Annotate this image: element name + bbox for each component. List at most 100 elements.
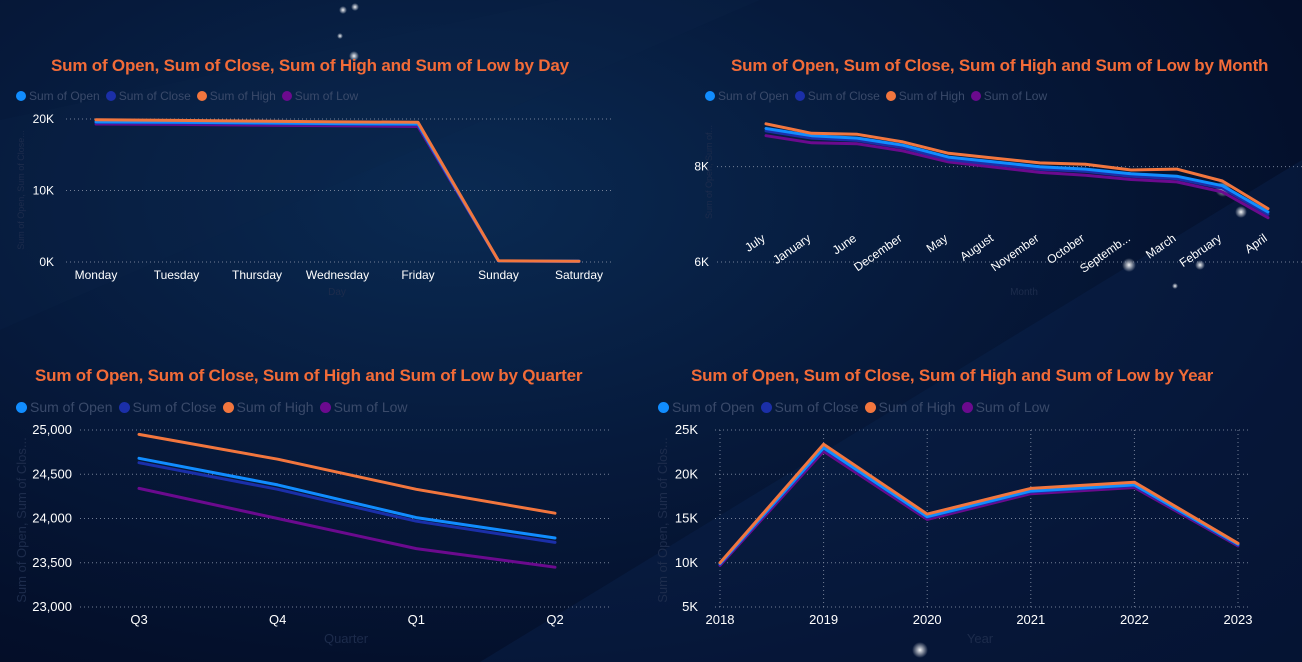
legend-dot-icon <box>658 401 669 413</box>
legend-label: Sum of Close <box>807 89 880 103</box>
legend-dot-icon <box>281 91 292 101</box>
series-line-high <box>764 122 1270 211</box>
series-line-open <box>764 127 1270 214</box>
x-tick-label: June <box>830 231 860 258</box>
y-tick-label: 24,000 <box>32 511 72 526</box>
legend-item-low[interactable]: Sum of Low <box>961 399 1050 415</box>
series-line-high <box>137 432 557 515</box>
chart-by-month: Sum of Open, Sum of Close, Sum of High a… <box>651 0 1302 330</box>
chart-legend: Sum of Open Sum of Close Sum of High Sum… <box>705 89 1053 103</box>
x-tick-label: December <box>851 231 904 274</box>
legend-item-close[interactable]: Sum of Close <box>760 399 859 415</box>
series-line-low <box>718 449 1240 567</box>
legend-dot-icon <box>105 91 116 101</box>
sparkle-decoration <box>1172 283 1178 289</box>
sparkle-decoration <box>339 6 347 14</box>
sparkle-decoration <box>912 642 928 658</box>
sparkle-decoration <box>1235 206 1247 218</box>
x-tick-label: Q4 <box>269 612 286 627</box>
y-tick-label: 23,000 <box>32 599 72 614</box>
legend-dot-icon <box>16 401 27 413</box>
legend-item-low[interactable]: Sum of Low <box>970 89 1047 103</box>
legend-label: Sum of Low <box>294 89 359 103</box>
legend-item-low[interactable]: Sum of Low <box>281 89 359 103</box>
chart-title: Sum of Open, Sum of Close, Sum of High a… <box>731 56 1269 75</box>
sparkle-decoration <box>351 3 359 11</box>
x-tick-label: January <box>770 231 813 267</box>
series-line-low <box>94 122 581 263</box>
chart-title: Sum of Open, Sum of Close, Sum of High a… <box>691 366 1214 385</box>
legend-item-open[interactable]: Sum of Open <box>705 89 789 103</box>
legend-item-high[interactable]: Sum of High <box>885 89 965 103</box>
legend-label: Sum of High <box>236 399 314 415</box>
legend-label: Sum of Open <box>718 89 789 103</box>
sparkle-decoration <box>1195 260 1205 270</box>
sparkle-decoration <box>337 33 343 39</box>
legend-dot-icon <box>16 91 26 101</box>
y-tick-label: 23,500 <box>32 555 72 570</box>
legend-dot-icon <box>864 401 876 413</box>
sparkle-decoration <box>349 51 359 61</box>
legend-item-close[interactable]: Sum of Close <box>794 89 880 103</box>
legend-item-close[interactable]: Sum of Close <box>118 399 217 415</box>
y-axis-title: Sum of Open, Sum of Clos... <box>655 437 670 602</box>
x-tick-label: Q3 <box>130 612 147 627</box>
x-axis-title: Quarter <box>324 631 369 646</box>
legend-label: Sum of Close <box>118 89 191 103</box>
x-tick-label: 2019 <box>809 612 838 627</box>
series-line-open <box>718 446 1240 566</box>
x-tick-label: 2020 <box>913 612 942 627</box>
y-tick-label: 20K <box>33 112 54 126</box>
x-tick-label: April <box>1242 231 1270 256</box>
legend-label: Sum of Open <box>30 399 113 415</box>
legend-label: Sum of Open <box>672 399 755 415</box>
x-tick-label: July <box>742 231 768 255</box>
chart-legend: Sum of Open Sum of Close Sum of High Sum… <box>658 399 1056 415</box>
plot-area: 23,000 23,500 24,000 24,500 25,000 Q3 Q4 Q1 Q2 Qu… <box>14 422 611 646</box>
legend-item-close[interactable]: Sum of Close <box>105 89 191 103</box>
legend-item-high[interactable]: Sum of High <box>864 399 956 415</box>
legend-label: Sum of Low <box>333 399 408 415</box>
legend-label: Sum of High <box>898 89 965 103</box>
plot-area: 5K 10K 15K 20K 25K 2018 2019 2020 2021 2022 2023 Ye… <box>655 422 1253 646</box>
y-tick-label: 20K <box>675 466 698 481</box>
x-tick-label: Q1 <box>408 612 425 627</box>
chart-by-year: Sum of Open, Sum of Close, Sum of High a… <box>651 330 1302 662</box>
y-tick-label: 25K <box>675 422 698 437</box>
chart-by-quarter: Sum of Open, Sum of Close, Sum of High a… <box>0 330 651 662</box>
legend-item-open[interactable]: Sum of Open <box>658 399 755 415</box>
x-tick-label: November <box>988 231 1041 274</box>
x-tick-label: August <box>957 231 996 264</box>
x-tick-label: May <box>924 231 951 255</box>
y-tick-label: 10K <box>675 555 698 570</box>
x-axis-title: Month <box>1010 287 1038 298</box>
series-line-low <box>137 486 557 569</box>
x-tick-label: 2023 <box>1224 612 1253 627</box>
y-tick-label: 8K <box>694 160 709 174</box>
y-tick-label: 15K <box>675 511 698 526</box>
series-line-open <box>137 456 557 540</box>
legend-dot-icon <box>961 401 973 413</box>
legend-label: Sum of Low <box>975 399 1050 415</box>
x-tick-label: Sunday <box>478 268 519 282</box>
y-tick-label: 24,500 <box>32 466 72 481</box>
series-line-open <box>94 120 581 263</box>
legend-label: Sum of Open <box>29 89 100 103</box>
legend-label: Sum of Close <box>132 399 217 415</box>
legend-item-open[interactable]: Sum of Open <box>16 89 100 103</box>
legend-item-open[interactable]: Sum of Open <box>16 399 113 415</box>
legend-item-high[interactable]: Sum of High <box>222 399 314 415</box>
legend-dot-icon <box>196 91 207 101</box>
series-line-close <box>137 461 557 544</box>
plot-area: 0K 10K 20K Monday Tuesday Thursday Wednesday Fr… <box>16 112 611 298</box>
x-tick-label: February <box>1177 231 1224 270</box>
series-line-low <box>764 134 1270 220</box>
legend-item-high[interactable]: Sum of High <box>196 89 276 103</box>
y-tick-label: 25,000 <box>32 422 72 437</box>
y-axis-title: Sum of Open, Sum of Close... <box>16 130 26 250</box>
legend-item-low[interactable]: Sum of Low <box>319 399 408 415</box>
y-axis-title: Sum of Open, Sum of... <box>704 125 714 219</box>
series-line-close <box>764 129 1270 216</box>
x-tick-label: Saturday <box>555 268 603 282</box>
